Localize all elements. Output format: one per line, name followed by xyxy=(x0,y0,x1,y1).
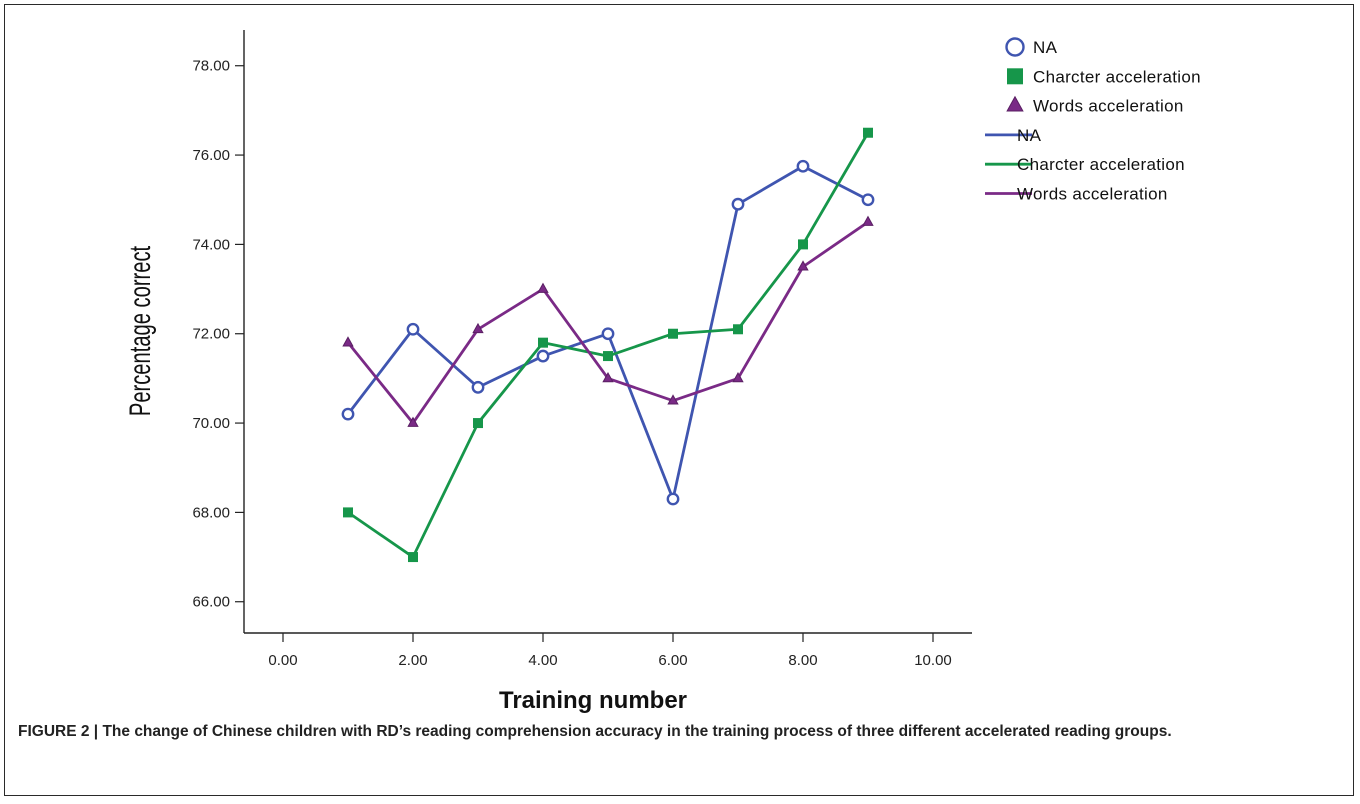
data-point-na xyxy=(861,193,875,207)
x-tick-label: 6.00 xyxy=(658,652,687,669)
data-point-words-acceleration xyxy=(342,336,354,347)
legend-label-charcter-acceleration: Charcter acceleration xyxy=(1017,155,1185,174)
y-tick-label: 66.00 xyxy=(192,594,230,611)
data-point-charcter-acceleration xyxy=(798,239,808,250)
x-tick-label: 0.00 xyxy=(268,652,297,669)
x-tick-label: 10.00 xyxy=(914,652,952,669)
x-tick-label: 2.00 xyxy=(398,652,427,669)
data-point-na xyxy=(341,407,355,421)
data-point-words-acceleration xyxy=(797,260,809,271)
y-tick-label: 78.00 xyxy=(192,58,230,75)
legend-label-words-acceleration: Words acceleration xyxy=(1033,97,1184,116)
y-tick-label: 72.00 xyxy=(192,326,230,343)
y-tick-label: 76.00 xyxy=(192,147,230,164)
chart-legend: NA Charcter acceleration Words acceleratio… xyxy=(985,37,1201,204)
legend-label-charcter-acceleration: Charcter acceleration xyxy=(1033,67,1201,86)
data-point-na xyxy=(536,349,550,363)
data-point-words-acceleration xyxy=(732,371,744,383)
y-tick-label: 74.00 xyxy=(192,236,230,253)
data-point-words-acceleration xyxy=(537,282,549,293)
series-line-charcter-acceleration xyxy=(347,132,870,559)
chart-series xyxy=(341,127,875,563)
data-point-na xyxy=(666,492,680,506)
data-point-charcter-acceleration xyxy=(733,324,743,335)
y-tick-label: 70.00 xyxy=(192,415,230,432)
figure-caption-text: The change of Chinese children with RD’s… xyxy=(102,723,1172,740)
series-line-words-acceleration xyxy=(346,220,869,425)
legend-label-na: NA xyxy=(1017,126,1042,145)
data-point-words-acceleration xyxy=(862,215,874,226)
y-tick-label: 68.00 xyxy=(192,504,230,521)
data-point-words-acceleration xyxy=(602,371,614,383)
data-point-charcter-acceleration xyxy=(863,127,873,138)
data-point-words-acceleration xyxy=(407,416,419,427)
data-point-na xyxy=(731,197,745,211)
data-point-na xyxy=(471,380,485,394)
data-point-na xyxy=(601,327,615,341)
y-axis-label: Percentage correct xyxy=(124,246,157,416)
chart-axes: 66.00 68.00 70.00 72.00 74.00 76.00 78.00 0.00 2… xyxy=(124,30,972,714)
x-tick-label: 8.00 xyxy=(788,652,817,669)
data-point-na xyxy=(406,322,420,336)
legend-label-na: NA xyxy=(1033,38,1058,57)
figure-caption-label: FIGURE 2 | xyxy=(18,723,99,740)
data-point-charcter-acceleration xyxy=(473,418,483,429)
legend-label-words-acceleration: Words acceleration xyxy=(1017,185,1168,204)
legend-marker-na xyxy=(1005,37,1025,57)
x-axis-label: Training number xyxy=(499,687,687,714)
data-point-words-acceleration xyxy=(472,322,484,334)
data-point-charcter-acceleration xyxy=(603,351,613,362)
data-point-words-acceleration xyxy=(667,394,679,405)
x-tick-label: 4.00 xyxy=(528,652,557,669)
legend-marker-charcter-acceleration xyxy=(1007,68,1023,85)
data-point-charcter-acceleration xyxy=(343,507,353,518)
data-point-charcter-acceleration xyxy=(538,337,548,348)
legend-marker-words-acceleration xyxy=(1006,95,1024,112)
data-point-charcter-acceleration xyxy=(668,328,678,339)
data-point-charcter-acceleration xyxy=(408,552,418,563)
data-point-na xyxy=(796,159,810,173)
line-chart: 66.00 68.00 70.00 72.00 74.00 76.00 78.00 0.00 2… xyxy=(124,30,1201,714)
figure-caption: FIGURE 2 | The change of Chinese childre… xyxy=(18,720,1336,744)
